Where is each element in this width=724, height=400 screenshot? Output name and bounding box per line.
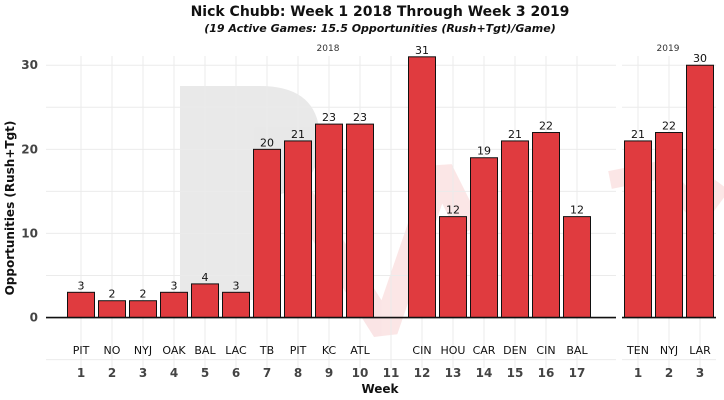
week-tick-label: 14 — [476, 366, 493, 380]
bar-value-label: 19 — [477, 145, 491, 158]
bar-value-label: 30 — [693, 52, 707, 65]
week-tick-label: 1 — [77, 366, 85, 380]
bar — [160, 291, 188, 319]
opponent-label: PIT — [290, 344, 307, 357]
opponent-label: TB — [259, 344, 274, 357]
bar-value-label: 22 — [539, 120, 553, 133]
week-tick-label: 16 — [538, 366, 555, 380]
opponent-label: CIN — [412, 344, 431, 357]
bar-value-label: 23 — [353, 111, 367, 124]
opponent-label: TEN — [626, 344, 649, 357]
y-tick-label: 20 — [21, 142, 38, 156]
bar-value-label: 21 — [631, 128, 645, 141]
opponent-label: ATL — [350, 344, 370, 357]
opponent-label: OAK — [162, 344, 186, 357]
opponent-label: DEN — [503, 344, 527, 357]
bar-value-label: 21 — [291, 128, 305, 141]
opponent-label: LAC — [225, 344, 247, 357]
chart-title: Nick Chubb: Week 1 2018 Through Week 3 2… — [191, 4, 570, 20]
bar — [315, 123, 343, 319]
bar — [408, 56, 436, 319]
y-tick-label: 30 — [21, 58, 38, 72]
week-tick-label: 2 — [108, 366, 116, 380]
bar — [346, 123, 374, 319]
bar-value-label: 12 — [570, 204, 584, 217]
y-tick-label: 10 — [21, 226, 38, 240]
week-tick-label: 10 — [352, 366, 369, 380]
x-axis-label: Week — [361, 382, 399, 396]
bar-value-label: 22 — [662, 120, 676, 133]
week-tick-label: 15 — [507, 366, 524, 380]
week-tick-label: 3 — [696, 366, 704, 380]
opponent-label: CIN — [536, 344, 555, 357]
opponent-label: CAR — [473, 344, 496, 357]
opponent-label: KC — [322, 344, 337, 357]
opponent-label: NYJ — [134, 344, 152, 357]
opponent-label: NO — [104, 344, 121, 357]
opponent-label: HOU — [441, 344, 466, 357]
opponent-label: NYJ — [660, 344, 678, 357]
week-tick-label: 13 — [445, 366, 462, 380]
bar — [284, 140, 312, 319]
bar-value-label: 3 — [78, 279, 85, 292]
week-tick-label: 9 — [325, 366, 333, 380]
week-tick-label: 7 — [263, 366, 271, 380]
bar — [470, 157, 498, 319]
bar — [129, 300, 157, 319]
chart-subtitle: (19 Active Games: 15.5 Opportunities (Ru… — [204, 22, 556, 35]
week-tick-label: 3 — [139, 366, 147, 380]
bar — [563, 216, 591, 319]
bar-value-label: 3 — [171, 279, 178, 292]
bar — [253, 148, 281, 319]
bar — [439, 216, 467, 319]
bar-value-label: 4 — [202, 271, 209, 284]
bar-value-label: 23 — [322, 111, 336, 124]
week-tick-label: 11 — [383, 366, 400, 380]
bar — [222, 291, 250, 319]
bar — [655, 132, 683, 319]
bar — [191, 283, 219, 319]
opponent-label: BAL — [194, 344, 216, 357]
week-tick-label: 6 — [232, 366, 240, 380]
bar-value-label: 20 — [260, 136, 274, 149]
opponent-label: BAL — [566, 344, 588, 357]
bar — [501, 140, 529, 319]
week-tick-label: 2 — [665, 366, 673, 380]
bar — [624, 140, 652, 319]
opponent-label: PIT — [73, 344, 90, 357]
facet-label-2018: 2018 — [317, 44, 340, 54]
week-tick-label: 1 — [634, 366, 642, 380]
week-tick-label: 8 — [294, 366, 302, 380]
bar — [67, 291, 95, 319]
bar-value-label: 2 — [140, 288, 147, 301]
bar — [98, 300, 126, 319]
facet-label-2019: 2019 — [657, 44, 680, 54]
bar — [686, 64, 714, 319]
bar-value-label: 2 — [109, 288, 116, 301]
y-tick-label: 0 — [30, 311, 38, 325]
bar-value-label: 31 — [415, 44, 429, 57]
bar-value-label: 3 — [233, 279, 240, 292]
bar-value-label: 12 — [446, 204, 460, 217]
bar-value-label: 21 — [508, 128, 522, 141]
y-axis-label: Opportunities (Rush+Tgt) — [3, 121, 17, 296]
week-tick-label: 12 — [414, 366, 431, 380]
opponent-label: LAR — [689, 344, 711, 357]
bar — [532, 132, 560, 319]
week-tick-label: 5 — [201, 366, 209, 380]
week-tick-label: 4 — [170, 366, 178, 380]
week-tick-label: 17 — [569, 366, 586, 380]
